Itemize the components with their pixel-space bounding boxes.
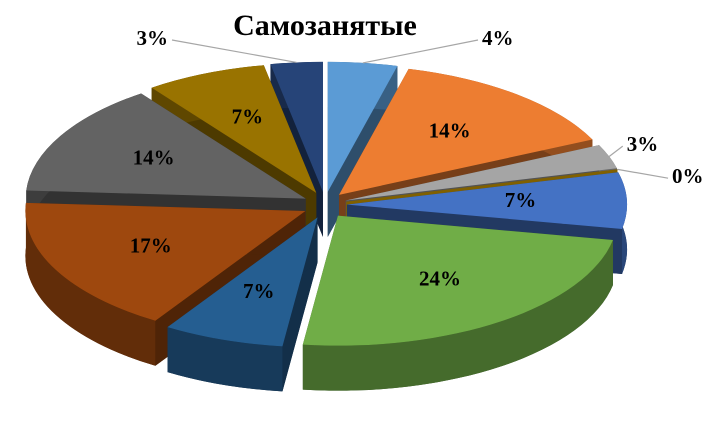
data-label: 14% — [429, 119, 471, 143]
leader-line — [171, 39, 297, 64]
data-label: 4% — [482, 26, 514, 50]
slice-top — [346, 172, 627, 229]
slice-top — [167, 217, 318, 347]
data-label: 7% — [243, 279, 275, 303]
slice — [302, 215, 613, 391]
data-label: 24% — [419, 267, 461, 291]
data-label: 17% — [130, 233, 172, 257]
data-label: 0% — [672, 164, 704, 188]
slice-top — [302, 215, 613, 346]
slice — [25, 202, 306, 366]
chart-title: Самозанятые — [233, 9, 417, 42]
slice-top — [26, 93, 306, 199]
data-label: 3% — [137, 26, 169, 50]
slice-top — [327, 61, 398, 192]
slice-top — [25, 202, 306, 321]
slice-wall — [302, 240, 613, 391]
slice-top — [151, 65, 317, 193]
slice-top — [339, 68, 593, 195]
slice-wall — [167, 327, 283, 392]
data-label: 7% — [505, 188, 537, 212]
slice — [167, 217, 318, 392]
data-label: 3% — [627, 132, 659, 156]
slice-top — [345, 145, 617, 201]
data-label: 7% — [232, 105, 264, 129]
leader-line — [608, 145, 624, 157]
slice-top — [346, 169, 618, 202]
slice-top — [270, 61, 323, 192]
leader-line — [362, 39, 479, 64]
data-label: 14% — [133, 146, 175, 170]
slice-wall — [25, 202, 156, 366]
leader-line — [617, 168, 669, 179]
